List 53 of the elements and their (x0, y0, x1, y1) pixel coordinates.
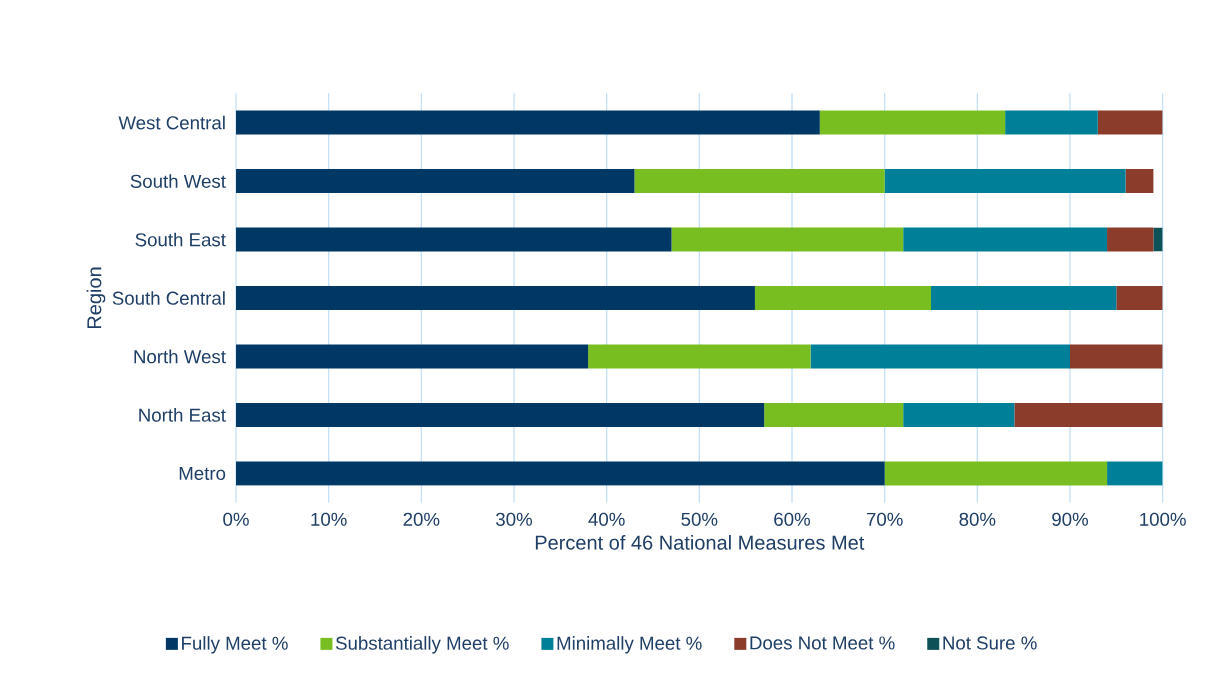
bar (931, 285, 1117, 310)
bar (903, 402, 1015, 427)
bar (634, 168, 885, 193)
bar (236, 344, 589, 369)
legend-label: Substantially Meet % (335, 635, 509, 654)
x-tick-label: 60% (774, 512, 811, 526)
bar (236, 110, 820, 135)
bar (1107, 227, 1154, 252)
bar (236, 285, 755, 310)
bar (1107, 461, 1163, 486)
bar (1116, 285, 1163, 310)
y-tick-label: South West (130, 174, 226, 188)
y-axis-title: Region (86, 267, 106, 328)
x-tick-label: 20% (403, 512, 440, 526)
x-tick-label: 0% (223, 512, 249, 526)
x-tick-label: 100% (1140, 512, 1186, 526)
bar (884, 461, 1108, 486)
x-tick-label: 40% (588, 512, 625, 526)
bar (1070, 344, 1163, 369)
bar (764, 402, 904, 427)
y-tick-label: North East (139, 407, 226, 422)
x-axis-title: Percent of 46 National Measures Met (535, 534, 865, 550)
bar (1014, 402, 1163, 427)
bar (588, 344, 811, 369)
bar (236, 461, 885, 486)
y-tick-label: North West (134, 349, 226, 364)
y-tick-label: Metro (179, 466, 226, 480)
x-tick-label: 30% (496, 512, 533, 526)
legend-label: Not Sure % (943, 636, 1037, 650)
bar (236, 168, 635, 193)
y-tick-label: South East (135, 232, 226, 247)
bar (1125, 168, 1154, 193)
y-tick-label: South Central (112, 290, 225, 305)
bar (884, 168, 1126, 193)
bar (1153, 227, 1163, 252)
x-tick-label: 50% (681, 512, 718, 526)
bar (671, 227, 904, 252)
bar (1005, 110, 1098, 135)
x-tick-label: 70% (866, 512, 903, 526)
bar (810, 344, 1070, 369)
x-tick-label: 10% (311, 512, 347, 526)
bar (819, 110, 1006, 135)
bar (236, 227, 672, 252)
legend-label: Does Not Meet % (750, 636, 895, 650)
bar (1097, 110, 1163, 135)
y-tick-label: West Central (118, 115, 225, 130)
legend-label: Minimally Meet % (557, 635, 702, 654)
x-tick-label: 80% (959, 512, 996, 526)
legend-label: Fully Meet % (182, 635, 288, 654)
bar (754, 285, 931, 310)
bar (903, 227, 1108, 252)
bar (236, 402, 765, 427)
x-tick-label: 90% (1052, 512, 1089, 526)
